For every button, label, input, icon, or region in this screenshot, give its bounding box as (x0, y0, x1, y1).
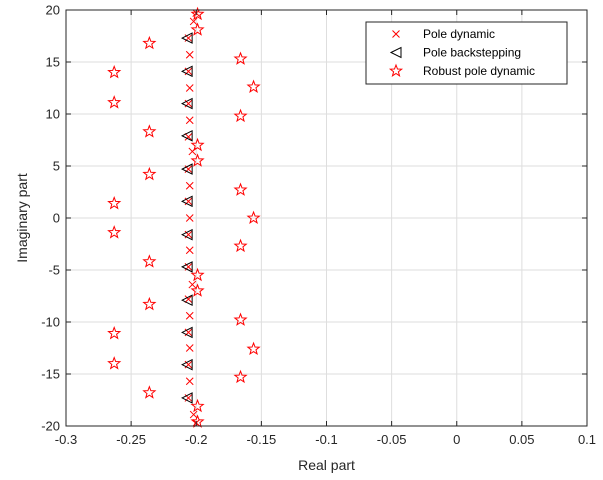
robust-pole-point (190, 283, 205, 297)
x-tick-label: -0.05 (377, 432, 407, 447)
robust-pole-point (246, 210, 261, 225)
pole-dynamic-point (185, 311, 194, 320)
data-points (107, 6, 261, 428)
pole-backstepping-point (181, 294, 193, 306)
pole-backstepping-point (181, 130, 193, 142)
robust-pole-point (107, 64, 122, 79)
robust-pole-point (246, 341, 261, 356)
pole-dynamic-point (185, 50, 194, 59)
pole-dynamic-point (189, 410, 198, 419)
pole-dynamic-point (185, 246, 194, 255)
legend-marker-pole-dynamic-point (392, 30, 400, 38)
robust-pole-point (107, 95, 122, 109)
y-tick-label: -10 (41, 315, 60, 330)
robust-pole-point (233, 312, 248, 326)
robust-pole-point (233, 108, 248, 123)
robust-pole-point (107, 225, 122, 239)
robust-pole-point (190, 267, 205, 282)
pole-dynamic-point (185, 214, 194, 222)
robust-pole-point (190, 414, 205, 428)
robust-pole-point (233, 51, 248, 65)
legend-marker-pole-backstepping-point (389, 46, 402, 59)
y-tick-label: 20 (46, 3, 60, 18)
robust-pole-point (233, 369, 248, 384)
axis-ticks: -0.3 -0.25 -0.2 -0.15 -0.1 -0.05 0 0.05 0.1 -20 -1… (41, 3, 596, 448)
robust-pole-point (246, 79, 261, 93)
x-tick-label: 0.05 (509, 432, 534, 447)
robust-pole-point (233, 238, 248, 253)
robust-pole-point (107, 326, 122, 340)
pole-dynamic-point (188, 280, 197, 289)
robust-pole-point (190, 398, 205, 413)
pole-backstepping-point (181, 65, 193, 78)
pole-dynamic-point (184, 133, 193, 141)
robust-pole-point (190, 6, 205, 21)
y-tick-label: -15 (41, 367, 60, 382)
x-tick-label: -0.15 (247, 432, 277, 447)
y-tick-label: -5 (48, 263, 60, 278)
y-tick-label: -20 (41, 419, 60, 434)
legend-label: Robust pole dynamic (423, 64, 535, 78)
robust-pole-point (233, 182, 248, 196)
pole-backstepping-point (181, 261, 193, 273)
x-tick-label: -0.25 (116, 432, 146, 447)
pole-backstepping-point (181, 97, 193, 110)
pole-dynamic-point (185, 377, 194, 386)
legend-label: Pole dynamic (423, 27, 495, 41)
y-tick-label: 15 (46, 55, 60, 70)
pole-dynamic-point (189, 17, 198, 26)
pole-backstepping-point (181, 32, 193, 44)
robust-pole-point (142, 385, 157, 399)
pole-dynamic-point (185, 116, 194, 125)
robust-pole-point (190, 153, 205, 167)
robust-pole-point (142, 254, 157, 268)
pole-dynamic-point (185, 181, 194, 190)
y-tick-label: 0 (53, 211, 60, 226)
x-tick-label: 0.1 (578, 432, 596, 447)
y-tick-label: 5 (53, 159, 60, 174)
pole-backstepping-point (181, 195, 193, 208)
y-tick-label: 10 (46, 107, 60, 122)
pole-backstepping-point (181, 392, 193, 404)
robust-pole-point (142, 166, 157, 181)
robust-pole-point (142, 124, 157, 138)
pole-backstepping-point (181, 228, 193, 241)
robust-pole-point (190, 22, 205, 36)
y-axis-label: Imaginary part (14, 173, 30, 263)
pole-backstepping-point (181, 163, 193, 175)
legend-marker-robust-pole-point (388, 63, 404, 78)
robust-pole-point (142, 296, 157, 311)
x-tick-label: -0.2 (185, 432, 207, 447)
x-tick-label: -0.1 (315, 432, 337, 447)
legend-box (365, 21, 568, 85)
pole-backstepping-point (181, 358, 193, 371)
legend: Pole dynamic Pole backstepping Robust pole… (365, 21, 568, 85)
robust-pole-point (142, 35, 157, 50)
pole-dynamic-point (185, 344, 194, 352)
robust-pole-point (190, 137, 205, 152)
robust-pole-point (107, 356, 122, 370)
pole-dynamic-point (185, 84, 194, 92)
x-tick-label: -0.3 (55, 432, 77, 447)
x-axis-label: Real part (298, 457, 355, 473)
x-tick-label: 0 (453, 432, 460, 447)
pole-dynamic-point (184, 295, 193, 303)
pole-backstepping-point (181, 326, 193, 339)
robust-pole-point (107, 196, 122, 210)
legend-label: Pole backstepping (423, 46, 521, 60)
